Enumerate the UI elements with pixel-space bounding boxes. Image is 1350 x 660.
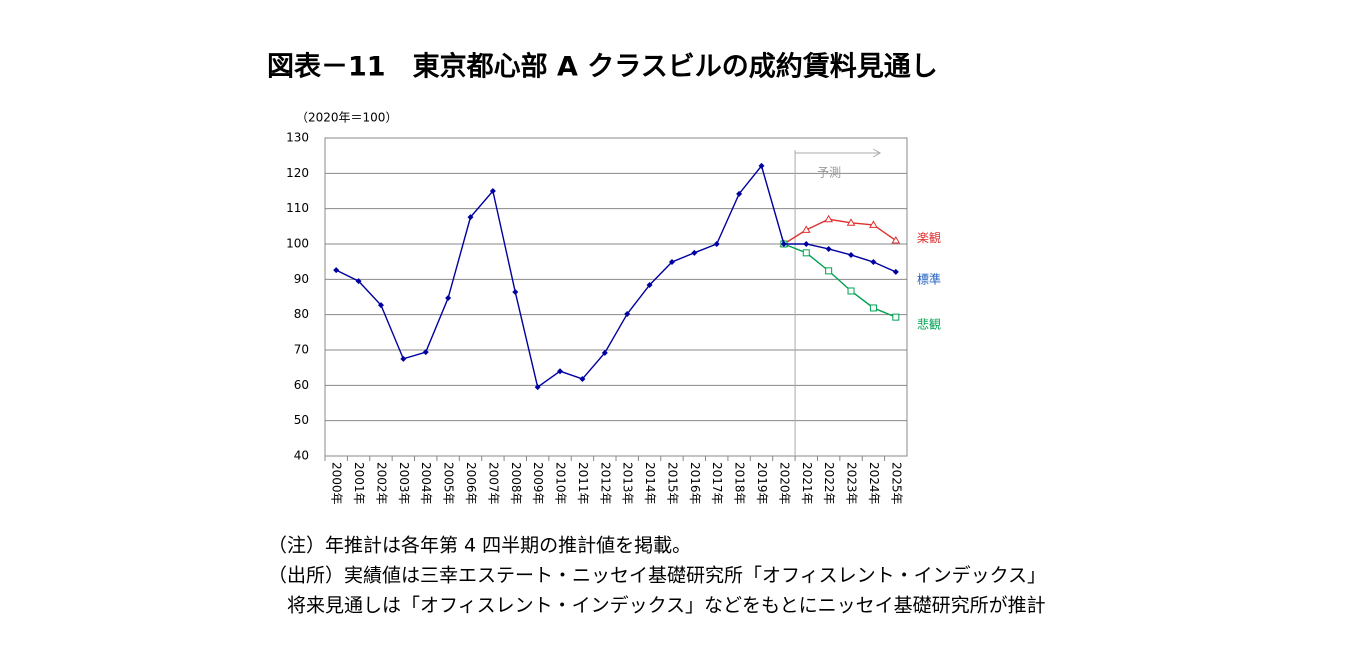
x-tick-label: 2021年 [800,462,814,505]
point [557,368,564,375]
point [848,251,855,258]
x-tick-label: 2017年 [710,462,724,505]
x-tick-label: 2007年 [486,462,500,505]
forecast-arrow-head [872,148,882,158]
point [377,302,384,309]
point [846,218,856,226]
point [646,281,653,288]
legend-label: 標準 [917,271,941,286]
point [780,241,787,247]
x-tick-label: 2022年 [822,462,836,505]
x-tick-label: 2015年 [665,462,679,505]
x-tick-label: 2016年 [688,462,702,505]
legend-label: 楽観 [917,231,941,245]
x-tick-label: 2014年 [643,462,657,505]
y-tick-label: 100 [286,237,309,251]
point [445,295,452,302]
point [624,310,631,317]
point [691,249,698,256]
y-tick-label: 40 [294,449,309,463]
point [801,225,811,233]
point [736,190,743,197]
note: 将来見通しは「オフィスレント・インデックス」などをもとにニッセイ基礎研究所が推計 [268,595,1046,617]
point [892,268,899,275]
point [333,267,340,274]
point [422,349,429,356]
point [601,349,608,356]
x-tick-label: 2004年 [419,462,433,505]
y-tick-label: 80 [294,307,309,321]
forecast-label: 予測 [817,166,841,180]
point [847,287,855,295]
legend-label: 悲観 [917,317,941,332]
point [489,188,496,194]
y-tick-label: 50 [294,413,309,427]
point [802,249,810,257]
y-tick-label: 70 [294,343,309,357]
x-tick-label: 2025年 [889,462,903,505]
point [512,289,519,296]
note: （出所）実績値は三幸エステート・ニッセイ基礎研究所「オフィスレント・インデックス… [268,565,1046,587]
x-tick-label: 2000年 [330,462,344,505]
point [870,259,877,266]
point [825,245,832,252]
point [579,375,586,382]
point [668,259,675,266]
point [892,313,900,321]
y-axis-label: （2020年＝100） [296,111,397,125]
x-tick-label: 2010年 [554,462,568,505]
x-tick-label: 2023年 [845,462,859,505]
point [713,241,720,247]
note: （注）年推計は各年第 4 四半期の推計値を掲載。 [268,535,691,557]
x-tick-label: 2002年 [374,462,388,505]
x-tick-label: 2012年 [598,462,612,505]
point [891,235,901,244]
x-tick-label: 2006年 [464,462,478,505]
x-tick-label: 2003年 [397,462,411,505]
x-tick-label: 2011年 [576,462,590,505]
x-tick-label: 2001年 [352,462,366,505]
x-tick-label: 2020年 [777,462,791,505]
x-tick-label: 2008年 [509,462,523,505]
x-tick-label: 2019年 [755,462,769,505]
point [400,355,407,362]
x-tick-label: 2013年 [621,462,635,505]
y-tick-label: 110 [286,201,309,215]
chart-title: 図表－11 東京都心部 A クラスビルの成約賃料見通し [267,51,938,83]
point [869,220,878,228]
point [467,214,474,221]
point [355,278,362,285]
point [534,384,541,391]
x-tick-label: 2005年 [442,462,456,505]
y-tick-label: 130 [286,131,309,145]
y-tick-label: 60 [294,378,309,392]
point [869,304,877,312]
x-tick-label: 2018年 [733,462,747,505]
point [758,162,765,169]
plot-border [324,137,908,457]
series-line [335,164,897,389]
x-tick-label: 2009年 [531,462,545,505]
series-line [783,218,897,245]
point [803,241,810,247]
point [824,214,834,223]
series-line [783,243,897,318]
point [825,267,833,275]
y-tick-label: 120 [286,166,309,180]
y-tick-label: 90 [294,272,309,286]
x-tick-label: 2024年 [867,462,881,505]
